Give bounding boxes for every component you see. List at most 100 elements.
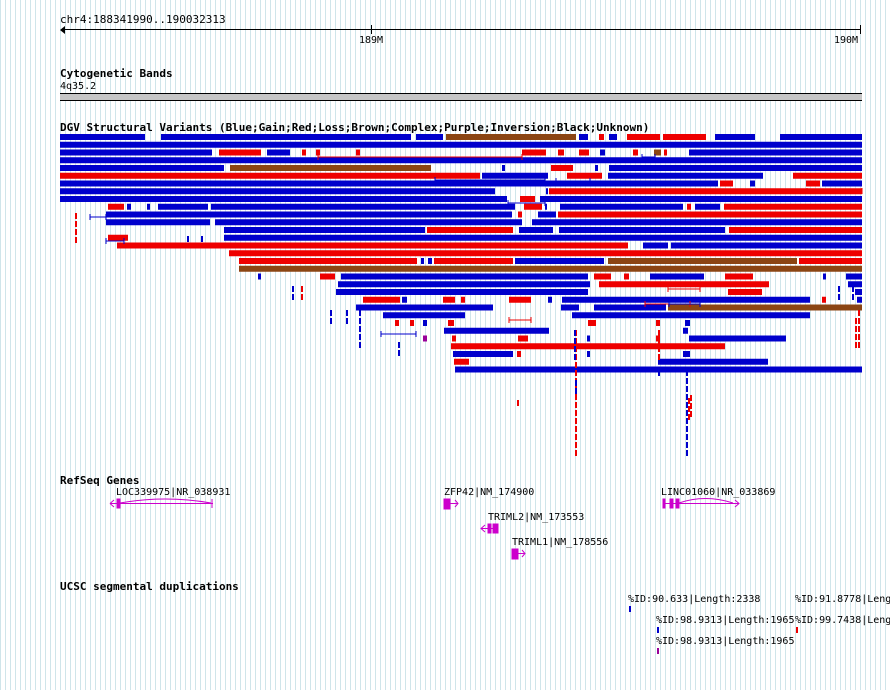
variant-feature[interactable]	[855, 318, 857, 324]
variant-feature[interactable]	[517, 351, 521, 357]
variant-feature[interactable]	[395, 320, 399, 326]
variant-feature[interactable]	[846, 273, 862, 280]
variant-feature[interactable]	[685, 320, 690, 326]
variant-feature[interactable]	[239, 265, 862, 272]
segdup-feature[interactable]	[796, 627, 798, 633]
variant-feature[interactable]	[686, 370, 688, 376]
variant-feature[interactable]	[575, 370, 577, 376]
variant-feature[interactable]	[336, 289, 588, 295]
variant-feature[interactable]	[60, 196, 507, 202]
variant-feature[interactable]	[502, 165, 505, 171]
variant-feature[interactable]	[187, 236, 189, 242]
variant-feature[interactable]	[423, 320, 427, 326]
variant-feature[interactable]	[461, 296, 465, 303]
variant-feature[interactable]	[482, 172, 548, 179]
variant-feature[interactable]	[60, 180, 718, 187]
variant-feature[interactable]	[446, 134, 576, 140]
variant-feature[interactable]	[75, 237, 77, 243]
variant-feature[interactable]	[858, 334, 860, 340]
variant-feature[interactable]	[224, 234, 862, 241]
variant-feature[interactable]	[427, 227, 513, 233]
variant-feature[interactable]	[117, 242, 628, 249]
variant-feature[interactable]	[211, 203, 515, 210]
variant-feature[interactable]	[608, 172, 763, 179]
variant-feature[interactable]	[398, 350, 400, 356]
variant-feature[interactable]	[686, 450, 688, 456]
variant-feature[interactable]	[356, 149, 360, 156]
variant-feature[interactable]	[330, 310, 332, 316]
variant-feature[interactable]	[161, 134, 411, 140]
variant-feature[interactable]	[658, 370, 660, 376]
variant-feature[interactable]	[575, 362, 577, 368]
variant-feature[interactable]	[127, 203, 131, 210]
variant-feature[interactable]	[359, 342, 361, 348]
variant-feature[interactable]	[574, 338, 576, 344]
variant-feature[interactable]	[292, 286, 294, 292]
variant-feature[interactable]	[106, 219, 210, 226]
variant-feature[interactable]	[201, 236, 203, 242]
variant-feature[interactable]	[444, 327, 549, 334]
variant-feature[interactable]	[230, 165, 431, 171]
variant-feature[interactable]	[579, 134, 588, 140]
variant-feature[interactable]	[855, 342, 857, 348]
variant-feature[interactable]	[517, 400, 519, 406]
variant-feature[interactable]	[686, 402, 688, 408]
variant-feature[interactable]	[858, 326, 860, 332]
variant-feature[interactable]	[595, 165, 598, 171]
variant-feature[interactable]	[855, 326, 857, 332]
variant-feature[interactable]	[359, 326, 361, 332]
variant-feature[interactable]	[108, 203, 124, 210]
variant-feature[interactable]	[545, 203, 547, 210]
variant-feature[interactable]	[575, 426, 577, 432]
variant-feature[interactable]	[519, 227, 553, 233]
variant-feature[interactable]	[549, 188, 862, 195]
variant-feature[interactable]	[363, 296, 400, 303]
variant-feature[interactable]	[838, 294, 840, 300]
variant-feature[interactable]	[356, 304, 493, 311]
variant-feature[interactable]	[301, 286, 303, 292]
gene-zfp42[interactable]	[443, 498, 459, 510]
variant-feature[interactable]	[654, 149, 661, 156]
variant-feature[interactable]	[551, 165, 573, 171]
variant-feature[interactable]	[575, 380, 577, 386]
variant-feature[interactable]	[780, 134, 862, 140]
variant-feature[interactable]	[383, 312, 465, 319]
variant-feature[interactable]	[567, 172, 602, 179]
variant-feature[interactable]	[686, 386, 688, 392]
gene-linc01060[interactable]	[662, 498, 740, 509]
variant-feature[interactable]	[575, 442, 577, 448]
variant-feature[interactable]	[725, 273, 753, 280]
variant-feature[interactable]	[822, 296, 826, 303]
variant-feature[interactable]	[609, 165, 862, 171]
variant-feature[interactable]	[562, 296, 810, 303]
variant-feature[interactable]	[575, 434, 577, 440]
variant-feature[interactable]	[524, 203, 542, 210]
variant-feature[interactable]	[423, 335, 427, 342]
variant-feature[interactable]	[724, 203, 862, 210]
variant-feature[interactable]	[316, 149, 320, 156]
variant-feature[interactable]	[448, 320, 454, 326]
variant-feature[interactable]	[267, 149, 290, 156]
variant-feature[interactable]	[715, 134, 755, 140]
variant-feature[interactable]	[689, 149, 862, 156]
variant-feature[interactable]	[428, 258, 432, 264]
variant-feature[interactable]	[858, 342, 860, 348]
variant-feature[interactable]	[452, 335, 456, 342]
variant-feature[interactable]	[434, 258, 513, 264]
variant-feature[interactable]	[572, 312, 810, 319]
variant-feature[interactable]	[852, 286, 854, 292]
variant-feature[interactable]	[147, 203, 150, 210]
variant-feature[interactable]	[330, 318, 332, 324]
variant-feature[interactable]	[346, 318, 348, 324]
variant-feature[interactable]	[558, 211, 862, 218]
variant-feature[interactable]	[455, 366, 862, 373]
variant-feature[interactable]	[509, 296, 531, 303]
variant-feature[interactable]	[575, 410, 577, 416]
variant-feature[interactable]	[579, 149, 589, 156]
segdup-feature[interactable]	[657, 627, 659, 633]
variant-feature[interactable]	[575, 418, 577, 424]
cytoband-bar[interactable]	[60, 93, 862, 101]
variant-feature[interactable]	[852, 294, 854, 300]
variant-feature[interactable]	[650, 273, 704, 280]
variant-feature[interactable]	[686, 410, 688, 416]
